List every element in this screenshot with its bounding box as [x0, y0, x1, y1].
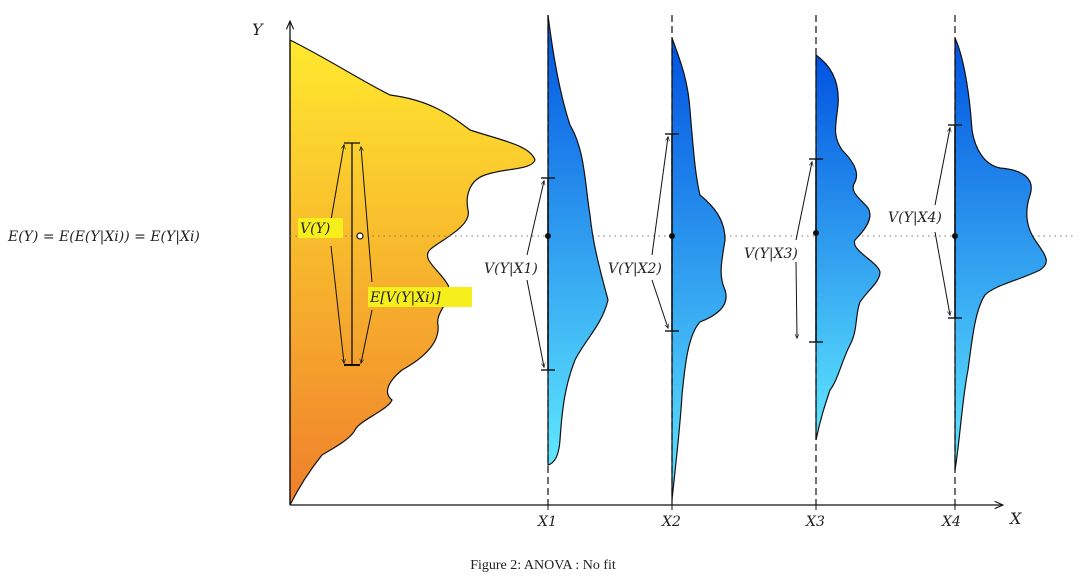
group-3-mean [813, 230, 819, 236]
group-2-variance-label: V(Y|X2) [608, 261, 662, 277]
group-4: V(Y|X4) X4 [888, 15, 1047, 530]
group-3: V(Y|X3) X3 [744, 15, 881, 530]
group-1: V(Y|X1) X1 [484, 14, 609, 530]
mean-marker [356, 232, 364, 240]
figure-caption: Figure 2: ANOVA : No fit [470, 558, 616, 573]
variance-arrow-up [330, 145, 344, 221]
expected-variance-arrow-down [361, 309, 373, 363]
group-4-variance-label: V(Y|X4) [888, 210, 942, 226]
group-3-x-label: X3 [805, 514, 825, 530]
group-4-arrow-down [934, 231, 950, 315]
expected-variance-label: E[V(Y|Xi)] [369, 290, 441, 306]
group-3-density [815, 53, 881, 441]
group-2-arrow-down [651, 279, 668, 328]
group-2: V(Y|X2) X2 [608, 15, 727, 530]
group-1-x-label: X1 [537, 514, 557, 530]
group-3-variance-label: V(Y|X3) [744, 246, 798, 262]
group-1-density [547, 14, 609, 466]
expected-variance-label-highlight [368, 287, 472, 307]
variance-label-highlight [298, 218, 343, 238]
group-4-arrow-up [934, 128, 950, 206]
group-2-density [671, 37, 727, 501]
group-2-mean [669, 233, 675, 239]
group-1-arrow-down [526, 279, 544, 367]
mean-equation-label: E(Y) = E(E(Y|Xi)) = E(Y|Xi) [7, 229, 200, 245]
group-2-x-label: X2 [661, 514, 681, 530]
group-3-arrow-up [795, 162, 812, 241]
group-4-x-label: X4 [941, 514, 961, 530]
group-2-arrow-up [651, 137, 668, 256]
group-1-variance-label: V(Y|X1) [484, 261, 538, 277]
x-axis-label: X [1008, 509, 1022, 528]
group-3-arrow-down [796, 261, 797, 338]
y-axis-label: Y [252, 20, 264, 39]
expected-variance-arrow-up [361, 147, 373, 283]
group-1-mean [545, 233, 551, 239]
variance-arrow-down [330, 245, 344, 363]
group-4-density [954, 37, 1047, 471]
group-4-mean [952, 233, 958, 239]
variance-label: V(Y) [300, 221, 330, 237]
group-1-arrow-up [526, 181, 544, 256]
marginal-density [289, 39, 536, 506]
